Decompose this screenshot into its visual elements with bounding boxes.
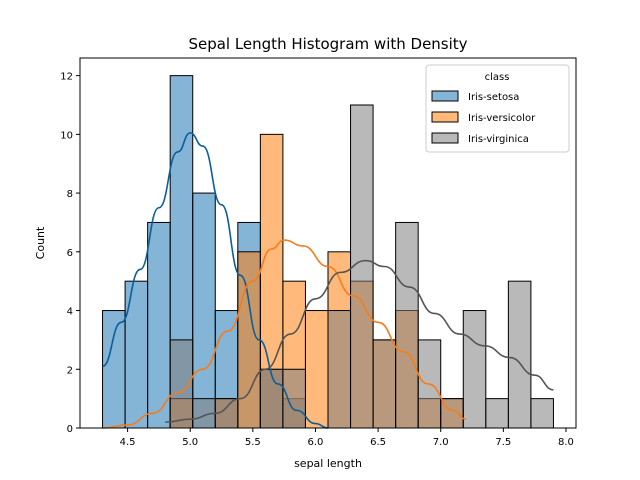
y-tick-label-2: 4 [67,307,73,318]
x-tick-label-7: 8.0 [558,437,574,448]
y-tick-label-6: 12 [60,72,73,83]
density-layer [102,132,554,429]
bar-iris-setosa-2 [147,221,171,429]
y-tick-label-4: 8 [67,189,73,200]
bar-iris-setosa-0 [102,310,126,429]
bar-iris-virginica-7 [259,368,284,429]
x-tick-label-6: 7.5 [495,437,511,448]
chart-title: Sepal Length Histogram with Density [188,35,467,53]
bar-iris-setosa-4 [192,192,216,429]
bar-iris-versicolor-9 [304,310,329,429]
bar-iris-setosa-1 [124,280,149,429]
plot-frame [79,57,577,429]
x-tick-label-2: 5.5 [245,437,261,448]
bar-iris-virginica-16 [462,310,487,429]
y-axis: 0 2 4 6 8 10 12 [60,72,80,435]
x-tick-label-5: 7.0 [433,437,449,448]
y-tick-label-5: 10 [60,130,73,141]
legend-box [425,64,570,153]
x-tick-label-3: 6.0 [308,437,324,448]
y-tick-label-3: 6 [67,248,73,259]
legend-label-iris-setosa: Iris-setosa [468,92,519,103]
legend-label-iris-versicolor: Iris-versicolor [468,113,536,124]
density-iris-versicolor [102,239,466,429]
x-tick-label-4: 6.5 [370,437,386,448]
x-axis: 4.5 5.0 5.5 6.0 6.5 7.0 7.5 8.0 [120,428,574,448]
density-iris-setosa [102,132,329,429]
density-iris-virginica [165,259,554,423]
bar-iris-virginica-12 [372,339,397,429]
legend: class Iris-setosa Iris-versicolor Iris-vir… [425,64,570,153]
legend-label-iris-virginica: Iris-virginica [468,134,529,145]
bar-iris-virginica-17 [485,398,509,429]
y-axis-label: Count [34,226,47,259]
bar-iris-virginica-8 [282,368,306,429]
legend-items: Iris-setosa Iris-versicolor Iris-virginica [431,90,536,145]
bar-iris-virginica-13 [395,221,419,429]
x-tick-label-1: 5.0 [182,437,198,448]
bars-layer [102,75,554,429]
bar-iris-virginica-18 [507,280,532,429]
plot-area [79,57,577,429]
bar-iris-virginica-19 [530,398,554,429]
legend-swatch-iris-virginica [431,132,459,144]
x-axis-label: sepal length [294,457,362,470]
legend-title: class [485,72,510,83]
legend-swatch-iris-setosa [431,90,459,102]
legend-swatch-iris-versicolor [431,111,459,123]
bar-iris-virginica-10 [327,310,352,429]
x-tick-label-0: 4.5 [120,437,136,448]
y-tick-label-0: 0 [67,424,73,435]
y-tick-label-1: 2 [67,365,73,376]
